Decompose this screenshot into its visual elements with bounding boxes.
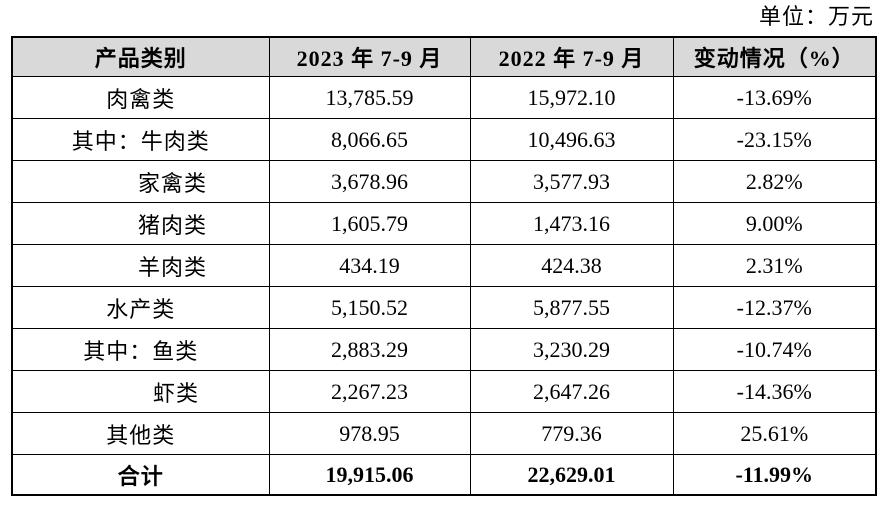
table-row: 其他类 978.95 779.36 25.61% <box>11 412 877 455</box>
value-cell: 8,066.65 <box>268 118 471 161</box>
header-2023-period: 2023 年 7-9 月 <box>268 36 471 77</box>
value-cell: 13,785.59 <box>268 76 471 119</box>
table-row: 肉禽类 13,785.59 15,972.10 -13.69% <box>11 76 877 119</box>
category-label-cell: 肉禽类 <box>11 76 270 119</box>
table-header: 产品类别 2023 年 7-9 月 2022 年 7-9 月 变动情况（%） <box>11 36 877 77</box>
value-cell: 1,605.79 <box>268 202 471 245</box>
category-label-cell: 猪肉类 <box>11 202 270 245</box>
value-cell: 978.95 <box>268 412 471 455</box>
value-cell: 2,883.29 <box>268 328 471 371</box>
table-row: 猪肉类 1,605.79 1,473.16 9.00% <box>11 202 877 245</box>
value-cell: 5,150.52 <box>268 286 471 329</box>
category-label-cell: 合计 <box>11 454 270 496</box>
header-row: 产品类别 2023 年 7-9 月 2022 年 7-9 月 变动情况（%） <box>11 36 877 77</box>
value-cell: 2.82% <box>672 160 877 203</box>
value-cell: 779.36 <box>469 412 674 455</box>
table-row: 其中：牛肉类 8,066.65 10,496.63 -23.15% <box>11 118 877 161</box>
value-cell: -13.69% <box>672 76 877 119</box>
category-label-cell: 虾类 <box>11 370 270 413</box>
value-cell: 5,877.55 <box>469 286 674 329</box>
table-row: 家禽类 3,678.96 3,577.93 2.82% <box>11 160 877 203</box>
category-label-cell: 其他类 <box>11 412 270 455</box>
table-row: 羊肉类 434.19 424.38 2.31% <box>11 244 877 287</box>
header-product-category: 产品类别 <box>11 36 270 77</box>
category-label-cell: 羊肉类 <box>11 244 270 287</box>
value-cell: 25.61% <box>672 412 877 455</box>
value-cell: -14.36% <box>672 370 877 413</box>
category-label-cell: 其中：牛肉类 <box>11 118 270 161</box>
table-row: 水产类 5,150.52 5,877.55 -12.37% <box>11 286 877 329</box>
value-cell: 2.31% <box>672 244 877 287</box>
value-cell: -23.15% <box>672 118 877 161</box>
category-label-cell: 水产类 <box>11 286 270 329</box>
total-row: 合计 19,915.06 22,629.01 -11.99% <box>11 454 877 496</box>
table-body: 肉禽类 13,785.59 15,972.10 -13.69% 其中：牛肉类 8,066.… <box>11 76 877 496</box>
value-cell: 19,915.06 <box>268 454 471 496</box>
value-cell: 424.38 <box>469 244 674 287</box>
table-row: 虾类 2,267.23 2,647.26 -14.36% <box>11 370 877 413</box>
value-cell: 9.00% <box>672 202 877 245</box>
value-cell: 434.19 <box>268 244 471 287</box>
value-cell: 3,678.96 <box>268 160 471 203</box>
header-2022-period: 2022 年 7-9 月 <box>469 36 674 77</box>
value-cell: -10.74% <box>672 328 877 371</box>
value-cell: 10,496.63 <box>469 118 674 161</box>
unit-label: 单位：万元 <box>758 4 874 29</box>
value-cell: 15,972.10 <box>469 76 674 119</box>
category-label-cell: 家禽类 <box>11 160 270 203</box>
product-revenue-table: 产品类别 2023 年 7-9 月 2022 年 7-9 月 变动情况（%） 肉… <box>11 36 877 496</box>
category-label-cell: 其中：鱼类 <box>11 328 270 371</box>
value-cell: 2,647.26 <box>469 370 674 413</box>
value-cell: 22,629.01 <box>469 454 674 496</box>
value-cell: 3,577.93 <box>469 160 674 203</box>
value-cell: -11.99% <box>672 454 877 496</box>
value-cell: 3,230.29 <box>469 328 674 371</box>
value-cell: 2,267.23 <box>268 370 471 413</box>
header-change-percent: 变动情况（%） <box>672 36 877 77</box>
value-cell: -12.37% <box>672 286 877 329</box>
table-row: 其中：鱼类 2,883.29 3,230.29 -10.74% <box>11 328 877 371</box>
value-cell: 1,473.16 <box>469 202 674 245</box>
